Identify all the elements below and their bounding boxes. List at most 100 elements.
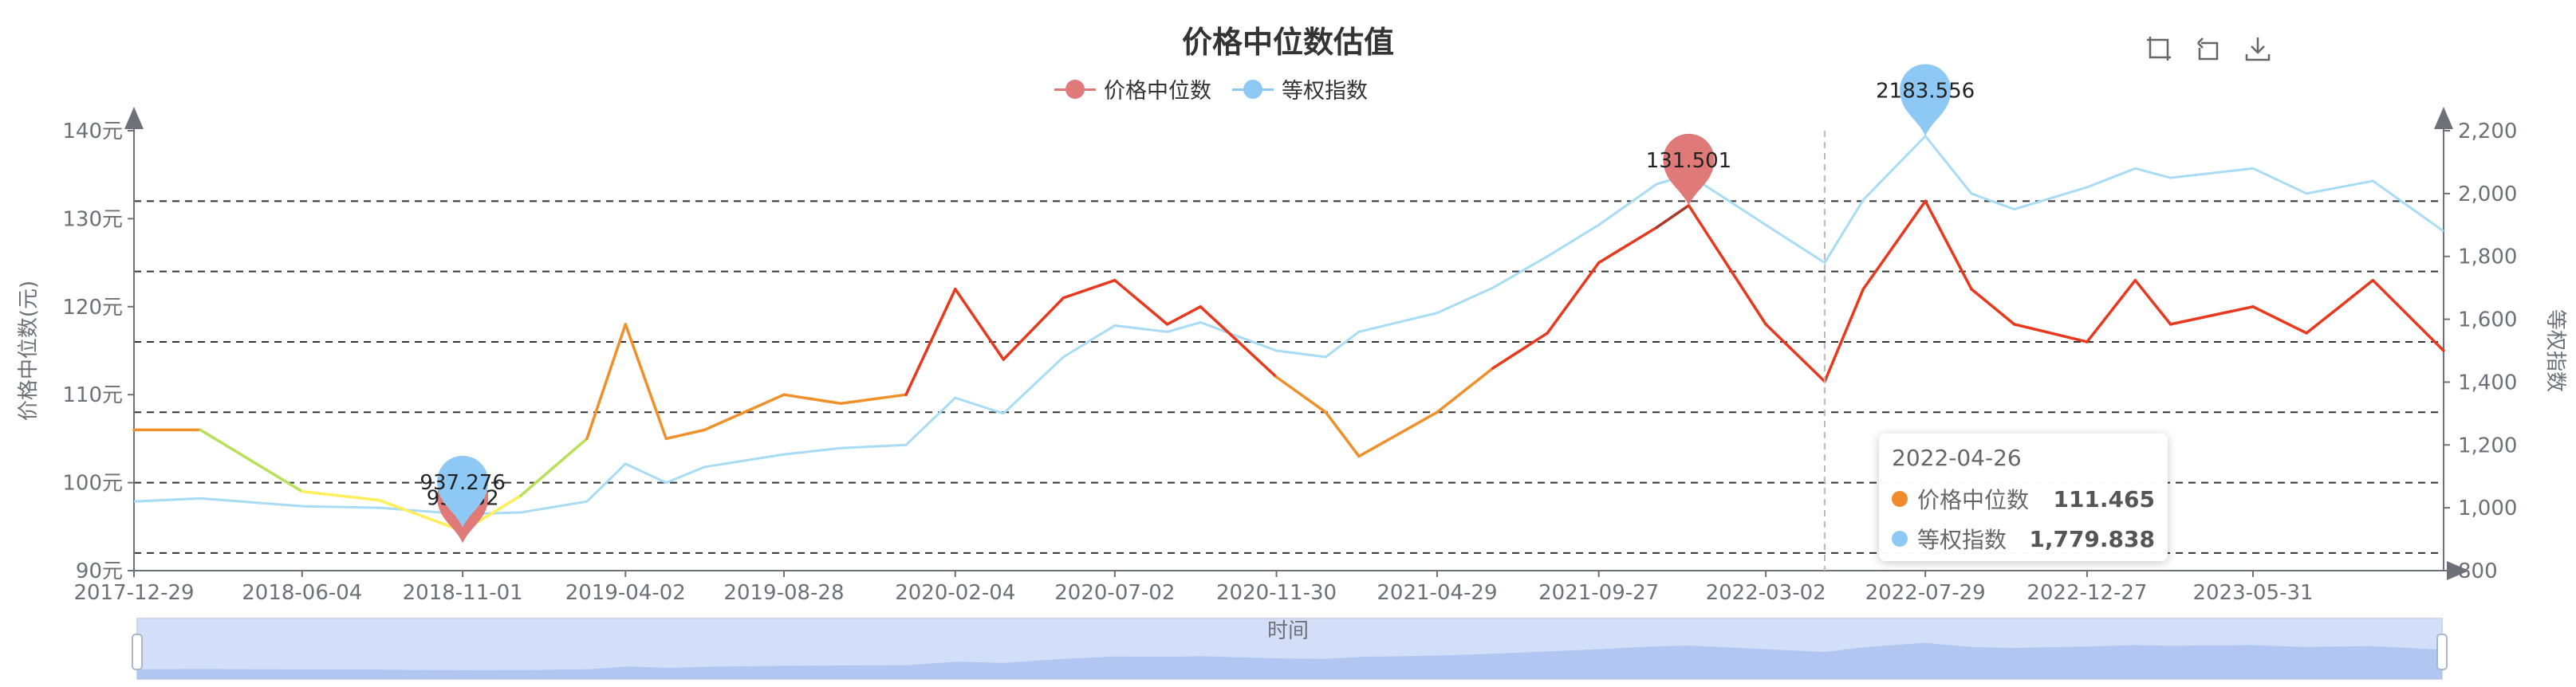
- y-right-tick-label: 2,000: [2458, 183, 2517, 206]
- series-segment-median: [2168, 305, 2255, 326]
- series-segment-median: [703, 393, 786, 432]
- x-tick-label: 2022-07-29: [1865, 581, 1986, 605]
- toolbox: [2145, 35, 2271, 62]
- x-tick-label: 2022-12-27: [2027, 581, 2147, 605]
- restore-icon[interactable]: [2195, 35, 2222, 62]
- series-segment-median: [782, 393, 842, 405]
- tooltip-row-equal-weight: 等权指数 1,779.838: [1892, 519, 2155, 559]
- zoom-icon[interactable]: [2145, 35, 2172, 62]
- datazoom-preview-area: [137, 642, 2442, 679]
- y-right-tick-label: 2,200: [2458, 120, 2517, 143]
- series-segment-median: [1436, 367, 1495, 414]
- x-tick-label: 2018-11-01: [403, 581, 523, 605]
- tooltip-row-median: 价格中位数 111.465: [1892, 479, 2155, 519]
- pin-label: 937.276: [419, 471, 506, 495]
- series-segment-median: [839, 393, 908, 405]
- x-tick-label: 2019-08-28: [723, 581, 844, 605]
- tooltip-name-median: 价格中位数: [1917, 487, 2030, 513]
- pin-marker-max-equal-weight: 2183.556: [1876, 64, 1975, 136]
- series-segment-median: [1546, 261, 1601, 335]
- series-segment-median: [1113, 278, 1169, 326]
- y-axis-right-name: 等权指数: [2543, 309, 2567, 392]
- series-segment-median: [1199, 305, 1278, 379]
- series-segment-median: [1324, 410, 1361, 458]
- series-segment-median: [301, 489, 381, 502]
- y-right-tick-label: 1,600: [2458, 308, 2517, 332]
- x-tick-label: 2021-09-27: [1538, 581, 1659, 605]
- y-left-tick-label: 100元: [62, 472, 123, 496]
- series-segment-median: [1274, 375, 1328, 414]
- x-tick-label: 2019-04-02: [565, 581, 686, 605]
- series-segment-median: [2133, 278, 2172, 326]
- y-axis-left-name: 价格中位数(元): [17, 281, 41, 421]
- x-tick-label: 2023-05-31: [2192, 581, 2313, 605]
- series-segment-median: [2086, 278, 2137, 344]
- series-segment-median: [1062, 278, 1117, 300]
- legend-label-equal-weight: 等权指数: [1282, 79, 1368, 104]
- series-segment-median: [1655, 204, 1691, 230]
- legend-symbol-median: [1054, 79, 1096, 99]
- y-left-tick-label: 90元: [76, 559, 123, 583]
- y-left-tick-label: 130元: [62, 207, 123, 231]
- legend-item-equal-weight[interactable]: 等权指数: [1232, 73, 1368, 104]
- y-right-tick-label: 1,000: [2458, 497, 2517, 520]
- pin-label: 2183.556: [1876, 79, 1975, 103]
- tooltip-dot-median: [1892, 491, 1908, 507]
- y-right-tick-label: 1,200: [2458, 434, 2517, 457]
- pin-shape: [1663, 133, 1715, 206]
- y-right-tick-label: 800: [2458, 559, 2498, 583]
- series-segment-median: [1970, 287, 2016, 326]
- y-axis-left-arrow: [124, 107, 144, 129]
- series-segment-median: [954, 287, 1005, 361]
- series-segment-median: [1491, 332, 1549, 370]
- pin-marker-min-equal-weight: 937.276: [419, 455, 506, 528]
- series-segment-median: [1165, 305, 1202, 326]
- x-tick-label: 2017-12-29: [73, 581, 194, 605]
- series-segment-median: [1764, 323, 1826, 383]
- tooltip-name-equal-weight: 等权指数: [1917, 527, 2007, 553]
- pin-marker-max-median: 131.501: [1646, 133, 1732, 206]
- series-segment-median: [624, 323, 668, 441]
- chart-title: 价格中位数估值: [1181, 25, 1394, 60]
- datazoom-handle-left: [132, 634, 143, 670]
- download-icon[interactable]: [2244, 35, 2271, 62]
- series-segment-median: [904, 287, 957, 396]
- y-left-tick-label: 140元: [62, 120, 123, 143]
- series-segment-median: [1823, 287, 1865, 383]
- tooltip-dot-equal-weight: [1892, 531, 1908, 547]
- series-segment-median: [2251, 305, 2308, 335]
- tooltip-date: 2022-04-26: [1892, 445, 2022, 471]
- x-tick-label: 2020-11-30: [1216, 581, 1337, 605]
- x-tick-label: 2022-03-02: [1706, 581, 1826, 605]
- y-left-tick-label: 110元: [62, 383, 123, 407]
- series-segment-median: [199, 428, 304, 493]
- series-segment-median: [2305, 278, 2375, 335]
- legend-symbol-equal-weight: [1232, 79, 1274, 99]
- series-segment-median: [2371, 278, 2445, 352]
- series-segment-median: [1861, 199, 1927, 291]
- pin-label: 131.501: [1646, 149, 1732, 173]
- legend: 价格中位数 等权指数: [1054, 73, 1368, 104]
- legend-label-median: 价格中位数: [1104, 79, 1211, 104]
- x-tick-label: 2021-04-29: [1377, 581, 1497, 605]
- x-tick-label: 2018-06-04: [242, 581, 362, 605]
- series-segment-median: [2012, 323, 2089, 344]
- series-segment-median: [1002, 296, 1065, 361]
- y-right-tick-label: 1,400: [2458, 371, 2517, 395]
- pin-shape: [437, 455, 489, 528]
- datazoom-label: 时间: [1267, 619, 1309, 643]
- series-segment-median: [1597, 226, 1658, 265]
- series-segment-median: [1924, 199, 1973, 291]
- datazoom-handle-right: [2436, 634, 2448, 670]
- series-segment-median: [518, 437, 589, 497]
- x-tick-label: 2020-02-04: [895, 581, 1015, 605]
- tooltip: 2022-04-26 价格中位数 111.465 等权指数 1,779.838: [1879, 434, 2168, 561]
- x-tick-label: 2020-07-02: [1054, 581, 1175, 605]
- legend-item-median[interactable]: 价格中位数: [1054, 73, 1211, 104]
- series-segment-median: [1687, 204, 1767, 326]
- y-left-tick-label: 120元: [62, 296, 123, 320]
- series-segment-median: [1357, 410, 1439, 458]
- series-segment-median: [585, 323, 628, 441]
- series-segment-median: [377, 498, 464, 533]
